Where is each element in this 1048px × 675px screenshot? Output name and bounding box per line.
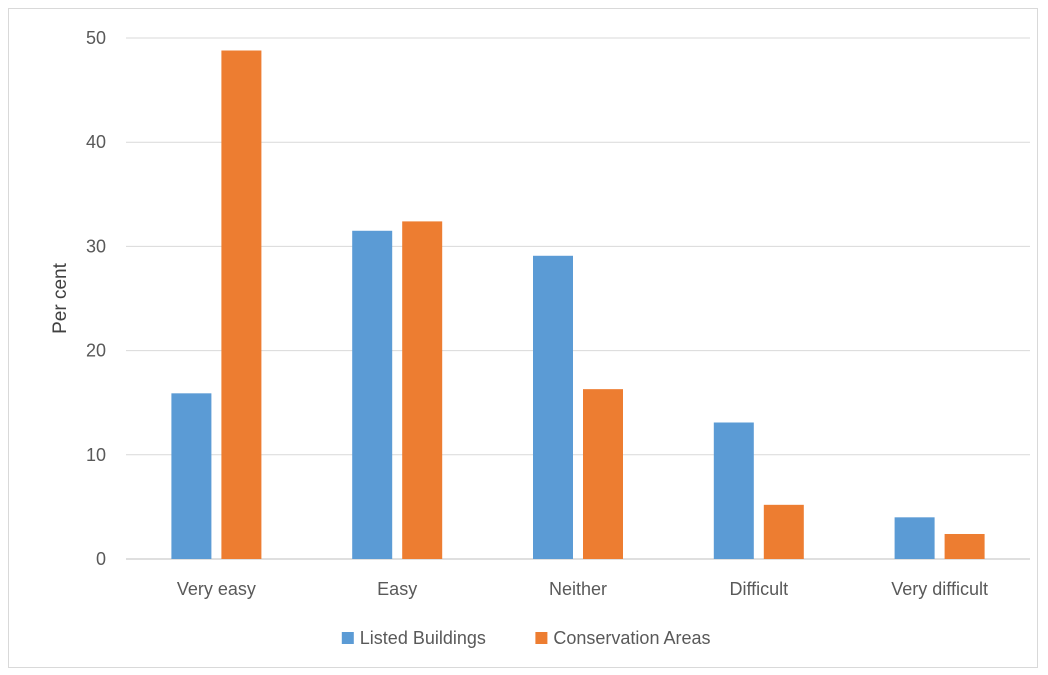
y-tick-label: 30	[86, 236, 106, 256]
legend-label: Listed Buildings	[360, 628, 486, 648]
bar-listed-buildings	[533, 255, 573, 559]
y-tick-label: 0	[96, 549, 106, 569]
y-tick-label: 40	[86, 132, 106, 152]
y-tick-label: 10	[86, 445, 106, 465]
y-axis-title: Per cent	[50, 262, 71, 333]
legend-swatch	[535, 632, 548, 644]
x-tick-label: Very easy	[177, 579, 256, 599]
bar-conservation-areas	[402, 221, 443, 559]
bar-listed-buildings	[171, 393, 212, 559]
y-tick-label: 20	[86, 341, 106, 361]
legend-label: Conservation Areas	[553, 628, 710, 648]
bars	[171, 50, 985, 560]
bar-conservation-areas	[583, 389, 623, 559]
bar-conservation-areas	[944, 533, 985, 559]
bar-listed-buildings	[894, 517, 935, 559]
legend-swatch	[341, 632, 354, 644]
bar-conservation-areas	[763, 504, 804, 559]
x-tick-label: Difficult	[729, 579, 788, 599]
gridlines	[126, 37, 1030, 456]
x-axis-ticks: Very easy Easy Neither Difficult Very diffic…	[177, 579, 988, 599]
y-tick-label: 50	[86, 28, 106, 48]
y-axis-ticks: 0 10 20 30 40 50	[86, 28, 106, 569]
x-tick-label: Neither	[549, 579, 607, 599]
bar-conservation-areas	[221, 50, 262, 560]
legend: Listed Buildings Conservation Areas	[341, 628, 710, 648]
bar-listed-buildings	[352, 230, 393, 559]
x-tick-label: Easy	[377, 579, 417, 599]
x-tick-label: Very difficult	[891, 579, 988, 599]
bar-listed-buildings	[713, 422, 754, 559]
